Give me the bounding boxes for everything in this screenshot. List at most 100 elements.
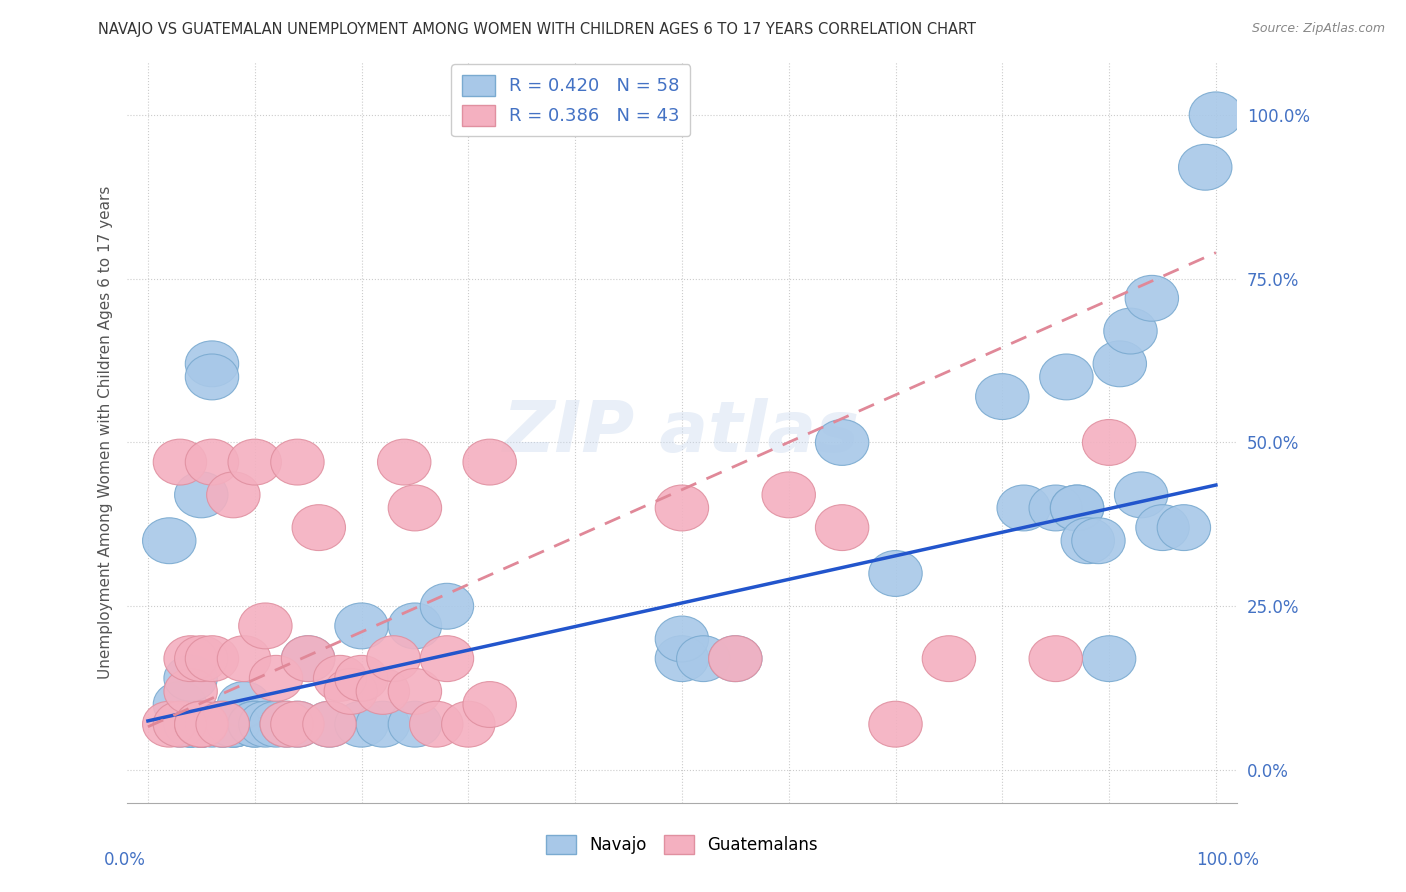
Ellipse shape [142,517,195,564]
Ellipse shape [1136,505,1189,550]
Ellipse shape [922,636,976,681]
Ellipse shape [335,603,388,648]
Ellipse shape [388,603,441,648]
Ellipse shape [271,701,325,747]
Ellipse shape [1125,276,1178,321]
Ellipse shape [356,701,409,747]
Text: NAVAJO VS GUATEMALAN UNEMPLOYMENT AMONG WOMEN WITH CHILDREN AGES 6 TO 17 YEARS C: NAVAJO VS GUATEMALAN UNEMPLOYMENT AMONG … [98,22,976,37]
Ellipse shape [1104,308,1157,354]
Ellipse shape [239,701,292,747]
Ellipse shape [869,701,922,747]
Ellipse shape [997,485,1050,531]
Ellipse shape [1178,145,1232,190]
Ellipse shape [218,681,271,728]
Ellipse shape [1092,341,1146,387]
Ellipse shape [174,701,228,747]
Ellipse shape [1189,92,1243,137]
Ellipse shape [174,701,228,747]
Ellipse shape [207,701,260,747]
Ellipse shape [655,636,709,681]
Ellipse shape [1050,485,1104,531]
Ellipse shape [165,668,218,714]
Ellipse shape [165,701,218,747]
Ellipse shape [463,681,516,728]
Ellipse shape [195,701,249,747]
Ellipse shape [174,701,228,747]
Ellipse shape [762,472,815,517]
Ellipse shape [1083,636,1136,681]
Ellipse shape [463,439,516,485]
Ellipse shape [165,636,218,681]
Ellipse shape [1050,485,1104,531]
Ellipse shape [388,485,441,531]
Ellipse shape [153,701,207,747]
Text: 0.0%: 0.0% [104,851,146,869]
Ellipse shape [186,341,239,387]
Ellipse shape [1157,505,1211,550]
Text: 100.0%: 100.0% [1197,851,1260,869]
Ellipse shape [271,701,325,747]
Ellipse shape [335,701,388,747]
Ellipse shape [207,701,260,747]
Legend: Navajo, Guatemalans: Navajo, Guatemalans [540,829,824,861]
Ellipse shape [1029,485,1083,531]
Ellipse shape [174,701,228,747]
Ellipse shape [186,439,239,485]
Ellipse shape [302,701,356,747]
Ellipse shape [388,668,441,714]
Ellipse shape [420,636,474,681]
Ellipse shape [1083,419,1136,466]
Ellipse shape [367,636,420,681]
Ellipse shape [1115,472,1168,517]
Ellipse shape [815,419,869,466]
Ellipse shape [271,439,325,485]
Ellipse shape [228,701,281,747]
Ellipse shape [869,550,922,597]
Ellipse shape [314,656,367,701]
Ellipse shape [207,472,260,517]
Ellipse shape [249,701,302,747]
Ellipse shape [207,701,260,747]
Text: Source: ZipAtlas.com: Source: ZipAtlas.com [1251,22,1385,36]
Ellipse shape [174,701,228,747]
Ellipse shape [165,701,218,747]
Ellipse shape [325,668,378,714]
Ellipse shape [174,472,228,517]
Ellipse shape [195,701,249,747]
Ellipse shape [239,603,292,648]
Ellipse shape [228,701,281,747]
Ellipse shape [165,701,218,747]
Ellipse shape [260,701,314,747]
Ellipse shape [815,505,869,550]
Ellipse shape [676,636,730,681]
Ellipse shape [655,485,709,531]
Ellipse shape [228,439,281,485]
Ellipse shape [976,374,1029,419]
Ellipse shape [260,701,314,747]
Ellipse shape [1039,354,1092,400]
Ellipse shape [1062,517,1115,564]
Ellipse shape [153,681,207,728]
Text: ZIP atlas: ZIP atlas [503,398,860,467]
Ellipse shape [335,656,388,701]
Ellipse shape [1071,517,1125,564]
Ellipse shape [378,439,430,485]
Ellipse shape [709,636,762,681]
Ellipse shape [1029,636,1083,681]
Ellipse shape [281,636,335,681]
Ellipse shape [281,636,335,681]
Ellipse shape [292,505,346,550]
Ellipse shape [186,701,239,747]
Ellipse shape [195,701,249,747]
Ellipse shape [218,636,271,681]
Ellipse shape [174,636,228,681]
Ellipse shape [186,354,239,400]
Ellipse shape [302,701,356,747]
Ellipse shape [388,701,441,747]
Ellipse shape [356,668,409,714]
Ellipse shape [153,439,207,485]
Ellipse shape [174,701,228,747]
Ellipse shape [249,656,302,701]
Ellipse shape [165,656,218,701]
Ellipse shape [153,701,207,747]
